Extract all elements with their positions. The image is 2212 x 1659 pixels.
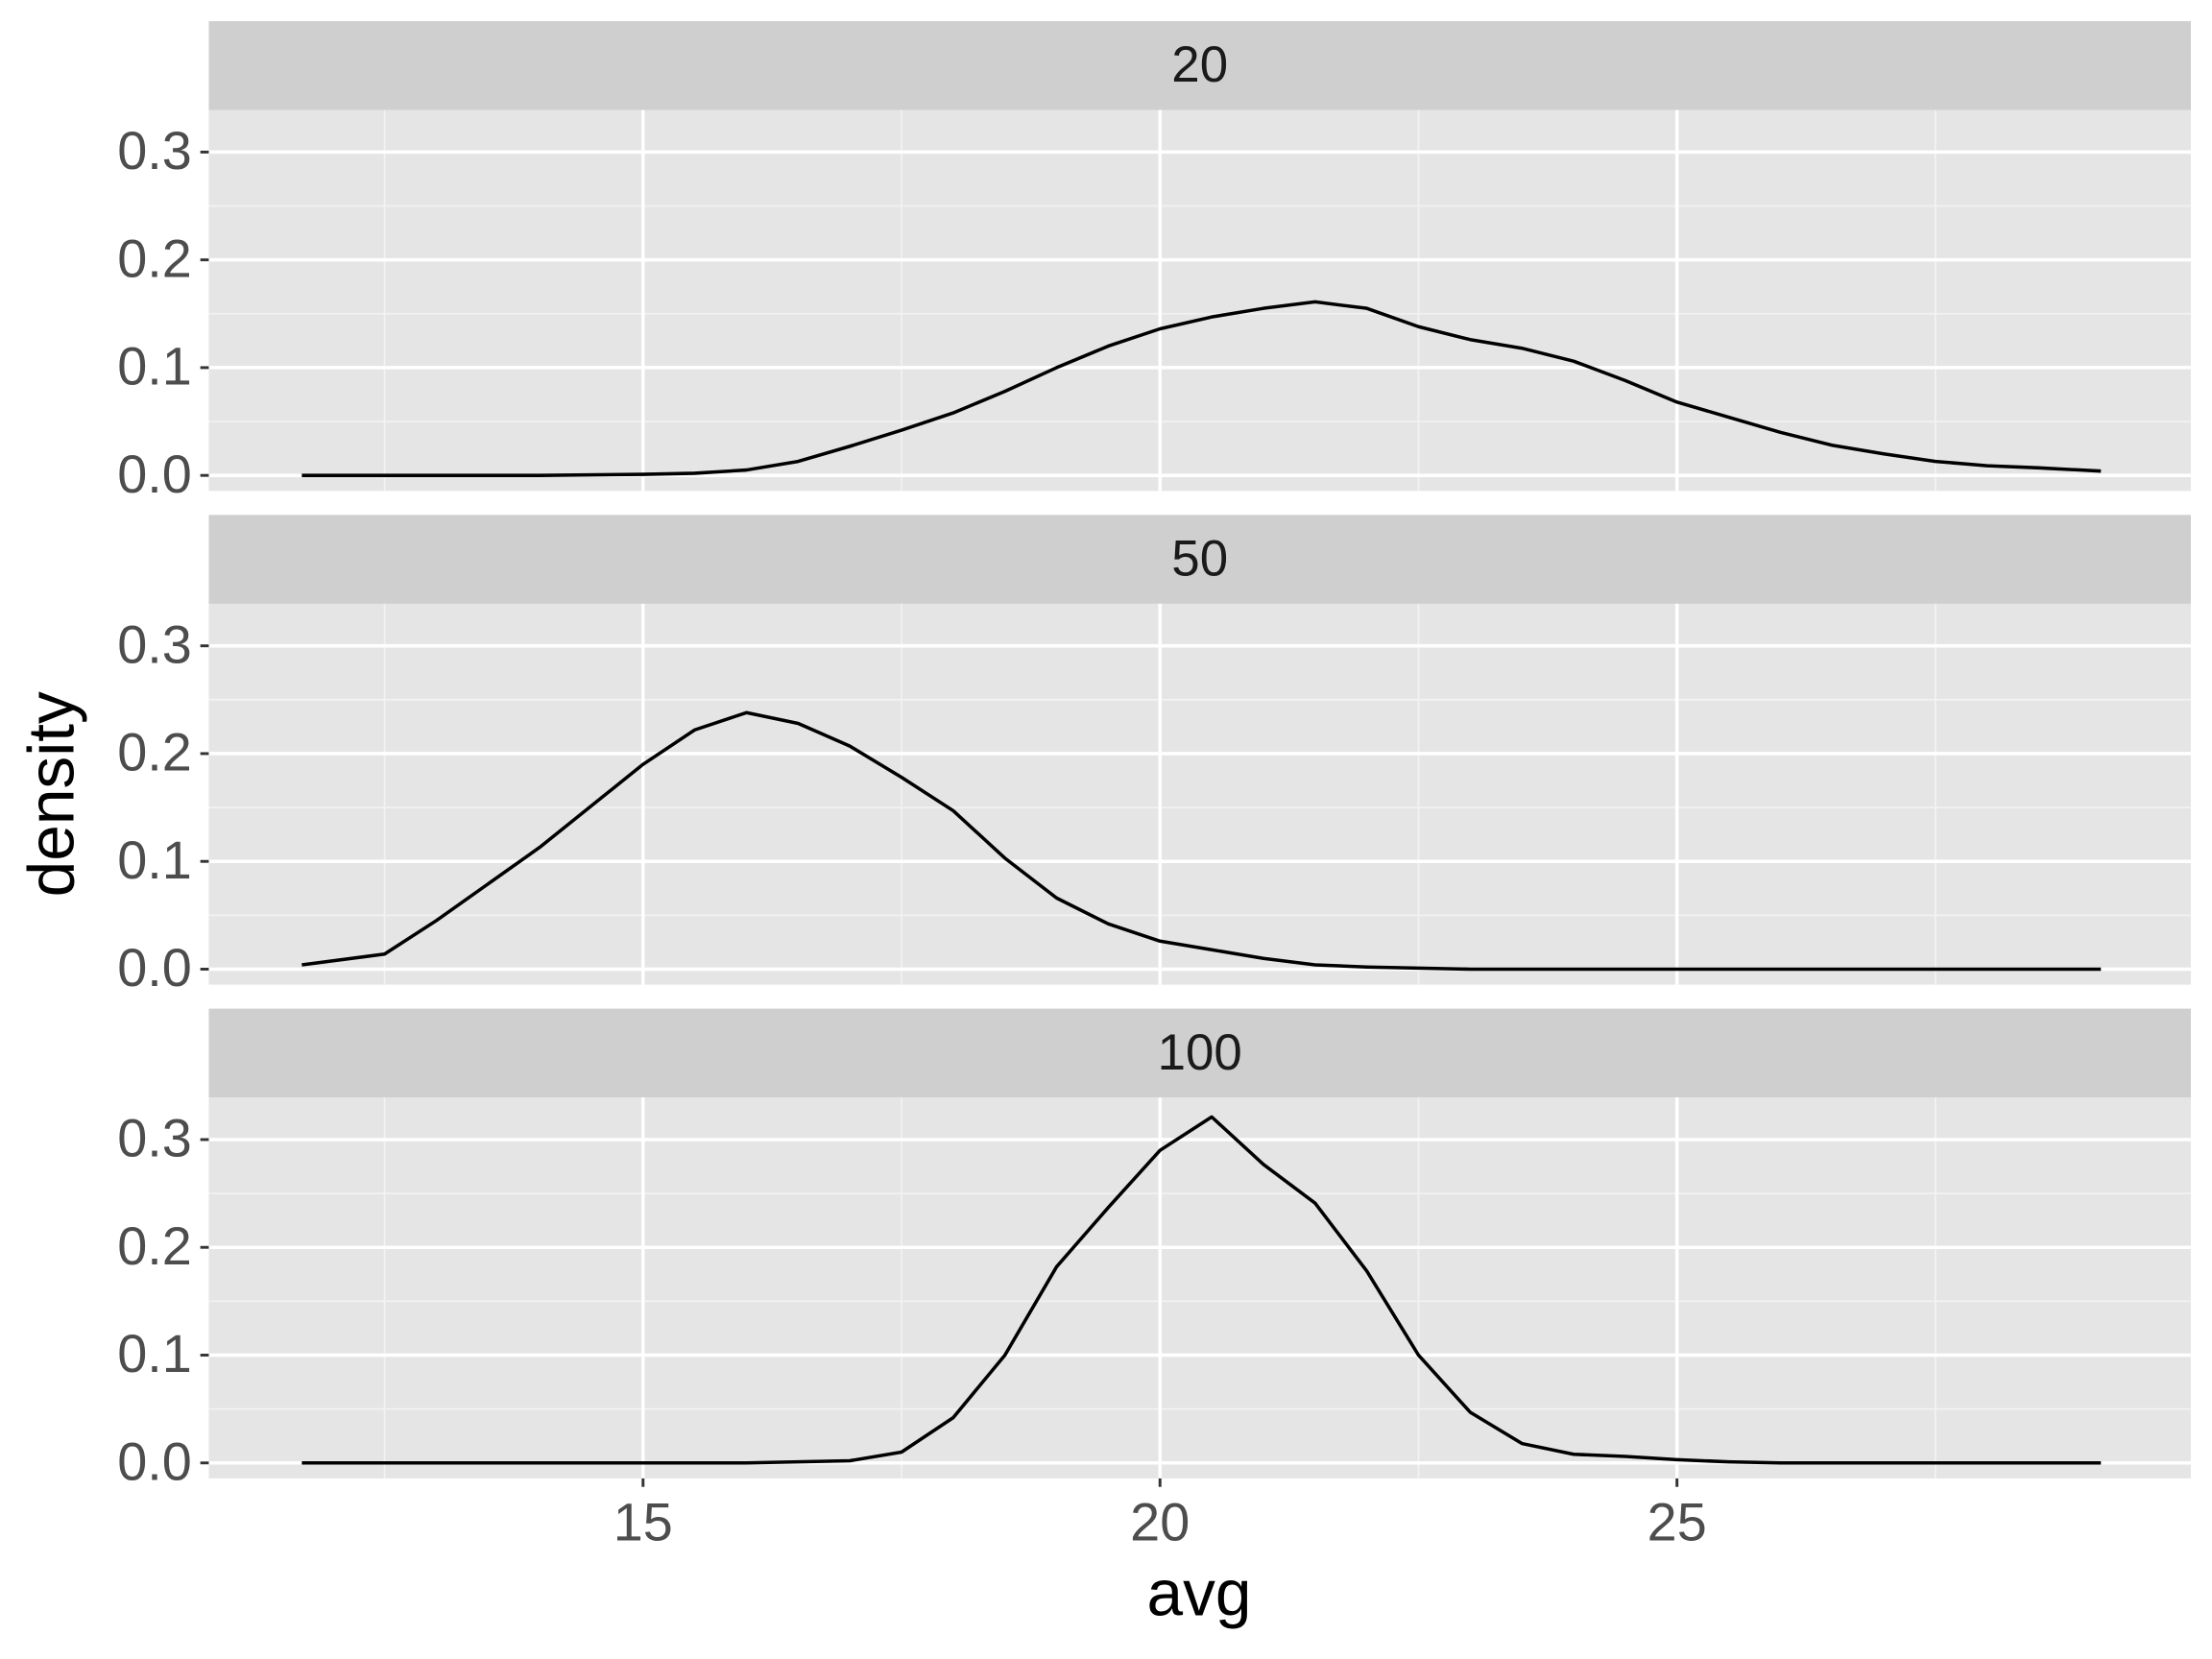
- y-tick-label: 0.2: [117, 722, 192, 782]
- panel-background: [208, 603, 2191, 985]
- density-line: [301, 1115, 2102, 1465]
- x-tick-label: 25: [1647, 1492, 1707, 1552]
- strip: [208, 515, 2191, 604]
- x-axis-title: avg: [1146, 1558, 1251, 1630]
- strip-label: 100: [1158, 1024, 1242, 1081]
- y-tick-label: 0.3: [117, 120, 192, 180]
- y-tick-label: 0.1: [117, 336, 192, 397]
- density-line: [301, 710, 2102, 972]
- panel-background: [208, 1097, 2191, 1479]
- x-tick-label: 15: [613, 1492, 673, 1552]
- y-tick-label: 0.1: [117, 1323, 192, 1383]
- strip: [208, 21, 2191, 110]
- density-line: [301, 300, 2102, 477]
- y-axis-title: density: [16, 691, 88, 897]
- x-tick-label: 20: [1130, 1492, 1190, 1552]
- y-tick-label: 0.2: [117, 1215, 192, 1276]
- strip-label: 50: [1171, 531, 1228, 588]
- y-tick-label: 0.3: [117, 613, 192, 674]
- y-tick-label: 0.2: [117, 228, 192, 288]
- panel-background: [208, 109, 2191, 492]
- y-tick-label: 0.0: [117, 444, 192, 504]
- y-tick-label: 0.0: [117, 937, 192, 998]
- strip: [208, 1008, 2191, 1098]
- strip-label: 20: [1171, 36, 1228, 93]
- y-tick-label: 0.1: [117, 830, 192, 890]
- y-tick-label: 0.0: [117, 1431, 192, 1491]
- y-tick-label: 0.3: [117, 1108, 192, 1168]
